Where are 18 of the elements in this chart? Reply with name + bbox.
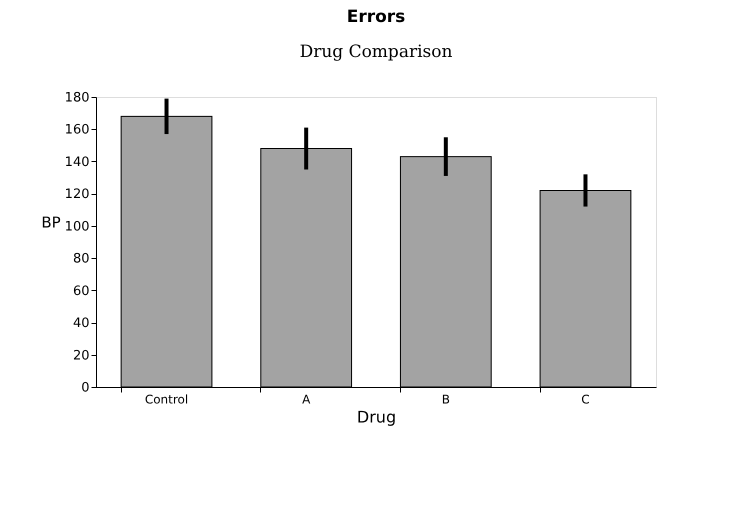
- y-tick-label: 60: [72, 284, 90, 299]
- y-tick-label: 180: [64, 90, 90, 106]
- y-tick-label: 100: [64, 219, 90, 234]
- y-tick-label: 120: [64, 187, 90, 202]
- y-tick-label: 140: [64, 154, 90, 170]
- x-axis-title: Drug: [356, 408, 396, 426]
- y-tick-label: 0: [81, 380, 90, 396]
- y-tick-label: 20: [72, 348, 90, 364]
- y-axis-title: BP: [41, 214, 61, 232]
- x-tick-label: Control: [144, 392, 188, 406]
- x-tick-label: B: [442, 392, 450, 406]
- x-tick-label: A: [302, 392, 312, 406]
- y-tick-label: 40: [72, 316, 90, 332]
- text: Errors: [346, 7, 406, 27]
- y-tick-label: 160: [64, 122, 90, 138]
- y-tick-label: 80: [72, 252, 90, 267]
- x-tick-label: C: [581, 392, 590, 406]
- chart-title: Drug Comparison: [300, 42, 452, 62]
